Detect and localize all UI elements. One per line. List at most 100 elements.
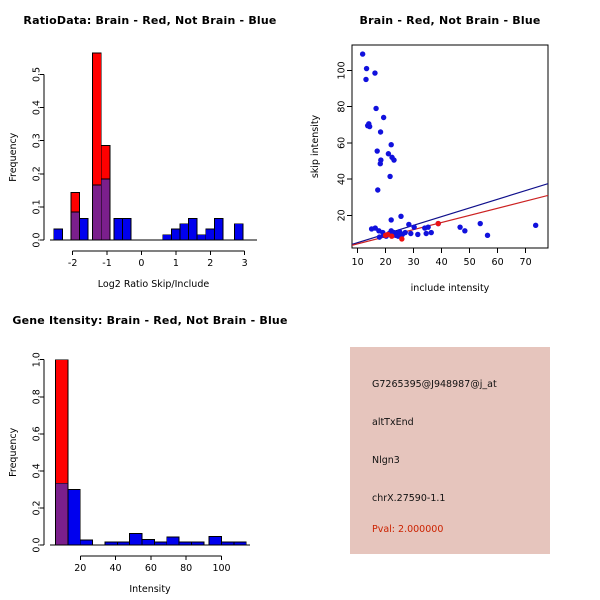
y-axis-tick-label: 60 xyxy=(336,137,347,149)
x-axis-tick-label: 10 xyxy=(352,257,364,268)
histogram-bar-blue xyxy=(113,218,123,241)
scatter-point xyxy=(428,229,434,236)
scatter-point xyxy=(423,230,429,237)
y-axis-tick-label: 0.1 xyxy=(31,199,42,214)
scatter-point xyxy=(373,105,379,112)
regression-line xyxy=(352,183,548,245)
histogram-bar-overlap xyxy=(100,178,111,241)
scatter-point xyxy=(377,161,383,167)
scatter-point xyxy=(380,114,387,121)
x-axis-tick-label: -2 xyxy=(68,258,77,269)
scatter-point xyxy=(368,226,375,232)
histogram-bar-overlap xyxy=(70,211,80,241)
scatter-point xyxy=(366,123,373,130)
y-axis-title: Frequency xyxy=(8,132,19,181)
histogram-bar-blue xyxy=(162,234,172,241)
probeset-info-panel: G7265395@J948987@j_at altTxEnd Nlgn3 chr… xyxy=(300,300,600,600)
probeset-info-box: G7265395@J948987@j_at altTxEnd Nlgn3 chr… xyxy=(350,347,550,554)
x-axis-title: Log2 Ratio Skip/Include xyxy=(98,279,210,290)
histogram-bar-blue xyxy=(208,536,222,546)
intensity-scatter-panel: Brain - Red, Not Brain - Blue 20 40 60 80 10… xyxy=(300,0,600,300)
histogram-bar-blue xyxy=(188,218,198,241)
x-axis-tick-label: 60 xyxy=(145,563,157,574)
gene-intensity-title: Gene Itensity: Brain - Red, Not Brain - … xyxy=(12,314,288,327)
pval-text: Pval: 2.000000 xyxy=(372,524,444,535)
scatter-point xyxy=(359,51,366,57)
ratio-histogram-panel: RatioData: Brain - Red, Not Brain - Blue… xyxy=(0,0,300,300)
y-axis-tick-label: 40 xyxy=(336,173,347,185)
histogram-bar-blue xyxy=(205,228,215,241)
histogram-bar-blue xyxy=(233,223,244,241)
x-axis-tick-label: 20 xyxy=(74,563,86,574)
x-axis-tick-label: 2 xyxy=(207,258,213,269)
x-axis-tick-label: 1 xyxy=(173,258,179,269)
ratio-histogram-title: RatioData: Brain - Red, Not Brain - Blue xyxy=(23,14,277,27)
histogram-bar-blue xyxy=(67,488,81,546)
scatter-point xyxy=(377,129,384,135)
scatter-point xyxy=(363,76,369,83)
y-axis-tick-label: 80 xyxy=(336,101,347,113)
scatter-point xyxy=(532,222,539,229)
histogram-bar-blue xyxy=(196,234,207,241)
y-axis-tick-label: 0.8 xyxy=(31,389,42,404)
y-axis-tick-label: 0.5 xyxy=(31,67,42,82)
y-axis-title: Frequency xyxy=(8,427,19,476)
x-axis-tick-label: 60 xyxy=(492,257,504,268)
scatter-point xyxy=(477,220,483,227)
scatter-inner xyxy=(352,51,548,246)
scatter-point xyxy=(411,224,417,230)
histogram-bar-blue xyxy=(129,533,143,546)
scatter-point xyxy=(389,233,395,239)
scatter-point xyxy=(408,230,414,237)
x-axis-title: Intensity xyxy=(129,584,171,595)
scatter-point xyxy=(457,224,463,230)
plot-box xyxy=(351,44,549,249)
scatter-point xyxy=(376,234,383,240)
event-type-text: altTxEnd xyxy=(372,417,414,428)
y-axis-title: skip intensity xyxy=(310,114,321,178)
intensity-scatter-title: Brain - Red, Not Brain - Blue xyxy=(359,14,541,27)
x-axis-tick-label: 30 xyxy=(408,257,420,268)
scatter-point xyxy=(375,187,381,193)
y-axis-tick-label: 0.4 xyxy=(31,463,42,478)
x-axis-tick-label: 40 xyxy=(436,257,448,268)
histogram-bar-blue xyxy=(179,223,190,241)
x-axis-title: include intensity xyxy=(411,283,490,294)
y-axis-tick-label: 100 xyxy=(336,61,347,79)
y-axis-tick-label: 0.2 xyxy=(31,500,42,515)
scatter-point xyxy=(388,141,394,148)
y-axis-tick-label: 0.4 xyxy=(31,100,42,115)
y-axis-tick-label: 0.3 xyxy=(31,133,42,148)
histogram-bar-blue xyxy=(79,539,94,546)
y-axis-tick-label: 0.0 xyxy=(31,232,42,247)
scatter-point xyxy=(435,220,441,227)
gene-symbol-text: Nlgn3 xyxy=(372,455,400,466)
histogram-bar-blue xyxy=(166,536,180,546)
scatter-point xyxy=(391,157,397,163)
scatter-point xyxy=(462,228,468,234)
x-axis-tick-label: 40 xyxy=(110,563,122,574)
scatter-point xyxy=(399,236,405,242)
scatter-point xyxy=(387,173,393,180)
scatter-point xyxy=(484,232,491,239)
scatter-point xyxy=(406,221,412,228)
x-axis-tick-label: 3 xyxy=(242,258,248,269)
scatter-point xyxy=(372,70,378,76)
x-axis-tick-label: 80 xyxy=(180,563,192,574)
histogram-bar-blue xyxy=(141,538,155,546)
y-axis-tick-label: 0.6 xyxy=(31,426,42,441)
scatter-point xyxy=(363,65,370,72)
gene-intensity-plot: 0.0 0.2 0.4 0.6 0.8 1.0 Frequency 20 40 60 80 100 In… xyxy=(8,352,250,595)
x-axis-tick-label: 0 xyxy=(138,258,144,269)
y-axis-tick-label: 0.0 xyxy=(31,537,42,552)
gene-intensity-panel: Gene Itensity: Brain - Red, Not Brain - … xyxy=(0,300,300,600)
histogram-bar-blue xyxy=(122,218,132,241)
y-axis-tick-label: 1.0 xyxy=(31,352,42,367)
y-axis-tick-label: 0.2 xyxy=(31,166,42,181)
x-axis-tick-label: 50 xyxy=(464,257,476,268)
y-axis-tick-label: 20 xyxy=(336,209,347,221)
ratio-histogram-content: 0.0 0.1 0.2 0.3 0.4 0.5 Frequency -2 -1 0 1 2 3 Log2 … xyxy=(8,52,257,290)
x-axis-tick-label: 20 xyxy=(380,257,392,268)
scatter-content: 20 40 60 80 100 skip intensity 10 20 30 40 50 60 70 i… xyxy=(310,44,549,294)
histogram-bar-blue xyxy=(53,228,63,241)
